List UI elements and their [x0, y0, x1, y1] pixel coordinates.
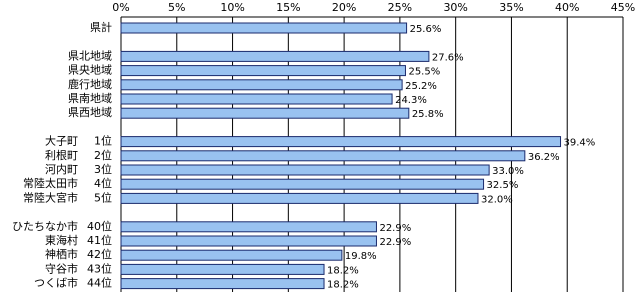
bar: [120, 50, 430, 62]
x-tick-label: 10%: [220, 1, 244, 14]
rank-label: 5位: [94, 190, 112, 204]
x-tick-label: 30%: [443, 1, 467, 14]
rank-label: 42位: [87, 247, 112, 261]
category-label: 常陸大宮市: [23, 190, 78, 204]
bar: [120, 65, 406, 77]
value-label: 39.4%: [564, 138, 596, 149]
category-label: 鹿行地域: [68, 77, 112, 91]
x-tick-label: 0%: [112, 1, 129, 14]
bar: [120, 107, 410, 119]
x-tick-label: 20%: [332, 1, 356, 14]
category-label: 県北地域: [68, 49, 112, 62]
rank-label: 40位: [87, 219, 112, 233]
bar: [120, 192, 479, 204]
category-label: 河内町: [45, 162, 78, 176]
rank-label: 44位: [87, 276, 112, 290]
bar: [120, 178, 485, 190]
value-label: 33.0%: [492, 166, 524, 177]
category-label: 大子町: [45, 134, 78, 148]
bar: [120, 278, 325, 290]
rank-label: 2位: [94, 148, 112, 162]
bar: [120, 263, 325, 275]
value-label: 19.8%: [345, 251, 377, 262]
bar: [120, 235, 377, 247]
value-label: 32.5%: [487, 180, 519, 191]
category-label: ひたちなか市: [12, 219, 78, 233]
category-label: 県央地域: [68, 64, 112, 77]
x-tick-label: 15%: [276, 1, 300, 14]
value-label: 25.5%: [408, 67, 440, 78]
value-label: 25.2%: [405, 81, 437, 92]
value-label: 24.3%: [395, 95, 427, 106]
x-tick-label: 45%: [611, 1, 635, 14]
category-label: つくば市: [34, 276, 78, 290]
value-label: 22.9%: [379, 223, 411, 234]
rank-label: 3位: [94, 162, 112, 176]
value-label: 18.2%: [327, 265, 359, 276]
x-tick-label: 25%: [388, 1, 412, 14]
value-label: 25.8%: [412, 109, 444, 120]
x-tick-label: 35%: [499, 1, 523, 14]
bar: [120, 93, 393, 105]
value-label: 36.2%: [528, 152, 560, 163]
category-label: 県西地域: [68, 106, 112, 119]
value-label: 32.0%: [481, 194, 513, 205]
value-label: 25.6%: [410, 24, 442, 35]
category-label: 神栖市: [45, 247, 78, 261]
category-label: 県南地域: [68, 92, 112, 105]
rank-label: 43位: [87, 261, 112, 275]
x-tick-label: 40%: [555, 1, 579, 14]
category-label: 東海村: [45, 233, 78, 247]
rank-label: 1位: [94, 134, 112, 148]
bar: [120, 22, 408, 34]
bar: [120, 136, 562, 148]
bar: [120, 221, 377, 233]
category-label: 守谷市: [45, 261, 78, 275]
bar: [120, 150, 526, 162]
bar: [120, 79, 403, 91]
category-label: 常陸太田市: [23, 176, 78, 190]
x-tick-label: 5%: [168, 1, 185, 14]
value-label: 18.2%: [327, 280, 359, 291]
rank-label: 4位: [94, 176, 112, 190]
category-label: 利根町: [45, 148, 78, 162]
rank-label: 41位: [87, 233, 112, 247]
category-label: 県計: [90, 20, 112, 34]
value-label: 27.6%: [432, 52, 464, 63]
bar: [120, 249, 343, 261]
value-label: 22.9%: [379, 237, 411, 248]
bar: [120, 164, 490, 176]
